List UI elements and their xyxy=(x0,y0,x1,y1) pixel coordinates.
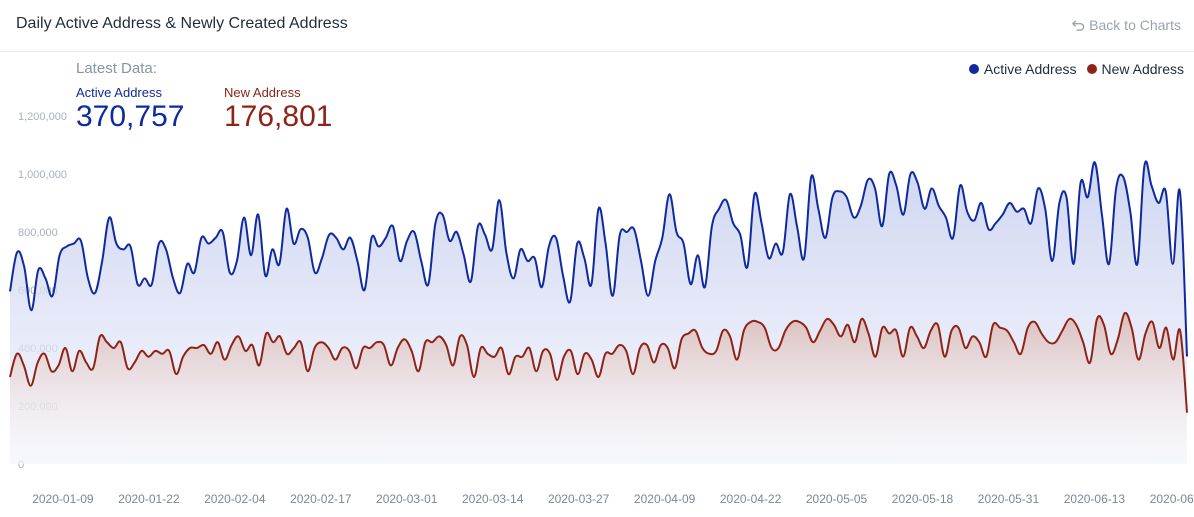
x-tick-label: 2020-04-22 xyxy=(720,492,782,506)
x-tick-label: 2020-04-09 xyxy=(634,492,696,506)
x-axis: 2020-01-09 2020-01-22 2020-02-04 2020-02-17… xyxy=(32,492,1194,506)
chart-header: Daily Active Address & Newly Created Add… xyxy=(0,0,1194,52)
x-tick-label: 2020-05-31 xyxy=(978,492,1040,506)
y-tick-label: 800,000 xyxy=(18,227,58,239)
page-title: Daily Active Address & Newly Created Add… xyxy=(16,15,348,32)
x-tick-label: 2020-05-18 xyxy=(892,492,954,506)
new-address-value: 176,801 xyxy=(224,100,333,133)
x-tick-label: 2020-06-26 xyxy=(1150,492,1194,506)
back-arrow-icon xyxy=(1072,19,1085,31)
x-tick-label: 2020-03-01 xyxy=(376,492,438,506)
active-address-value: 370,757 xyxy=(76,100,185,133)
x-tick-label: 2020-05-05 xyxy=(806,492,868,506)
x-tick-label: 2020-02-17 xyxy=(290,492,352,506)
legend-label-new: New Address xyxy=(1101,61,1184,77)
chart-legend: Active Address New Address xyxy=(968,61,1184,77)
legend-dot-active-icon xyxy=(968,64,979,74)
x-tick-label: 2020-01-09 xyxy=(32,492,94,506)
y-tick-label: 1,000,000 xyxy=(18,169,67,181)
active-address-stat: Active Address 370,757 xyxy=(76,86,184,133)
x-tick-label: 2020-06-13 xyxy=(1064,492,1126,506)
plot-area xyxy=(9,160,1188,464)
new-address-stat: New Address 176,801 xyxy=(224,86,332,133)
legend-label-active: Active Address xyxy=(983,61,1077,77)
legend-item-active[interactable]: Active Address xyxy=(968,61,1077,77)
legend-dot-new-icon xyxy=(1086,64,1097,74)
x-tick-label: 2020-01-22 xyxy=(118,492,180,506)
legend-item-new[interactable]: New Address xyxy=(1086,61,1184,77)
new-address-label: New Address xyxy=(224,85,301,100)
active-address-label: Active Address xyxy=(76,85,162,100)
x-tick-label: 2020-02-04 xyxy=(204,492,266,506)
back-to-charts-label: Back to Charts xyxy=(1089,17,1181,33)
y-tick-label: 0 xyxy=(18,459,24,471)
y-tick-label: 1,200,000 xyxy=(18,111,67,123)
series-line-new xyxy=(9,311,1188,413)
latest-data-label: Latest Data: xyxy=(76,60,157,77)
series-area-new xyxy=(10,312,1187,464)
series-line-active xyxy=(9,160,1188,357)
x-tick-label: 2020-03-27 xyxy=(548,492,610,506)
x-tick-label: 2020-03-14 xyxy=(462,492,524,506)
back-to-charts-button[interactable]: Back to Charts xyxy=(1072,17,1181,33)
